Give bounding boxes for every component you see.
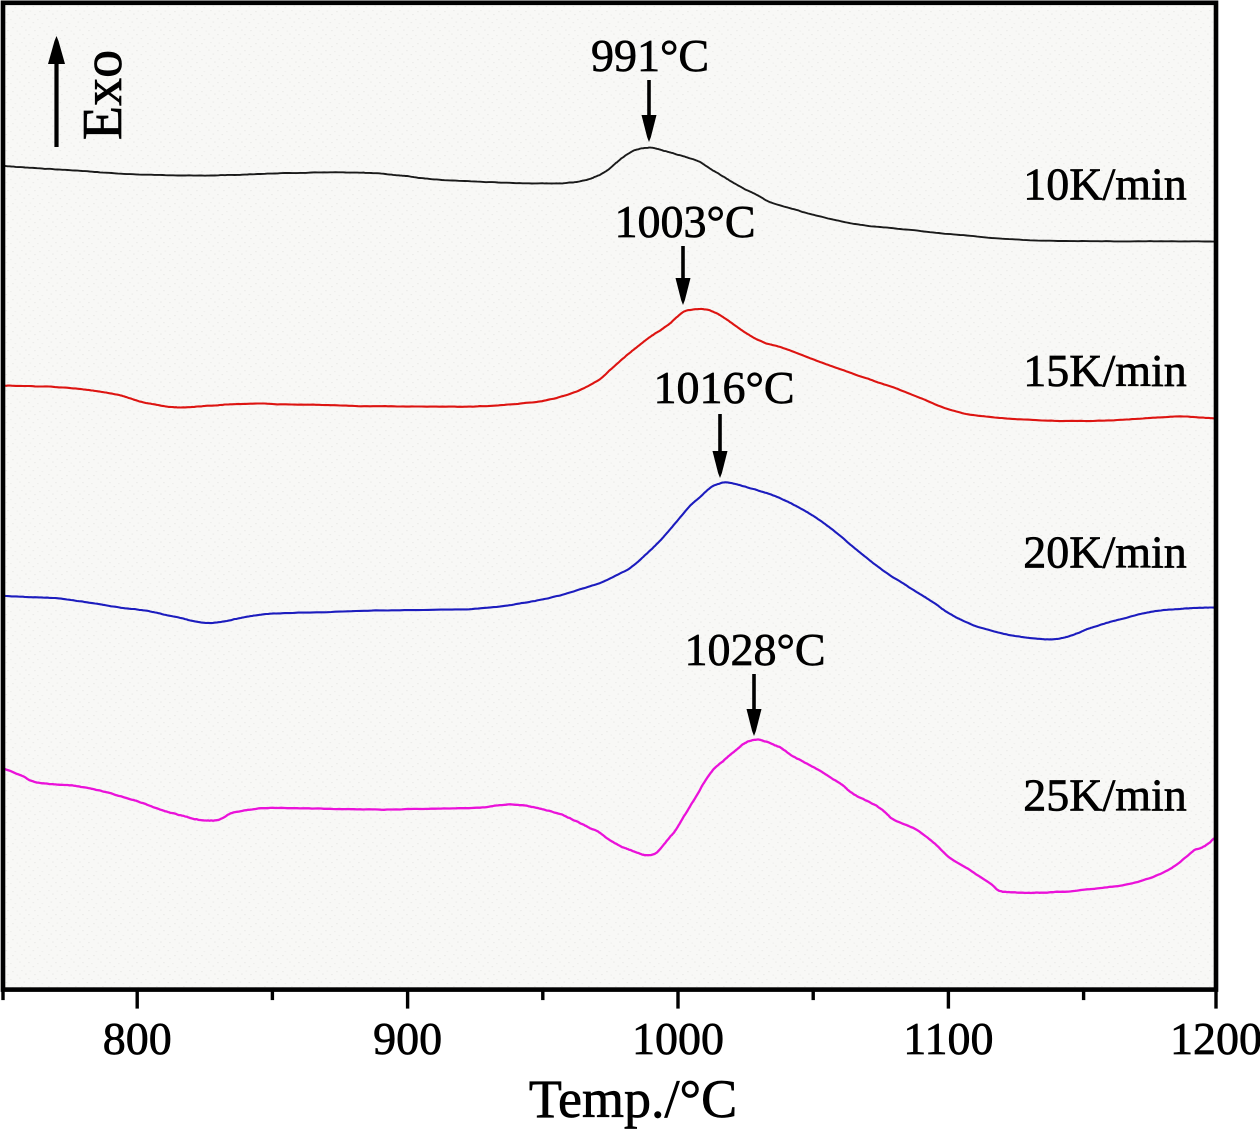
svg-text:Temp./°C: Temp./°C — [529, 1069, 737, 1129]
svg-text:1028°C: 1028°C — [684, 624, 825, 675]
svg-text:1016°C: 1016°C — [653, 362, 794, 413]
svg-text:991°C: 991°C — [591, 30, 709, 81]
svg-text:1100: 1100 — [903, 1013, 993, 1064]
svg-text:900: 900 — [373, 1013, 442, 1064]
svg-text:1003°C: 1003°C — [614, 196, 755, 247]
svg-text:800: 800 — [103, 1013, 172, 1064]
svg-text:Exo: Exo — [72, 50, 134, 140]
svg-text:10K/min: 10K/min — [1023, 159, 1187, 210]
svg-text:15K/min: 15K/min — [1023, 345, 1187, 396]
svg-text:20K/min: 20K/min — [1023, 527, 1187, 578]
svg-text:1000: 1000 — [632, 1013, 724, 1064]
svg-text:1200: 1200 — [1170, 1013, 1260, 1064]
svg-text:25K/min: 25K/min — [1023, 770, 1187, 821]
